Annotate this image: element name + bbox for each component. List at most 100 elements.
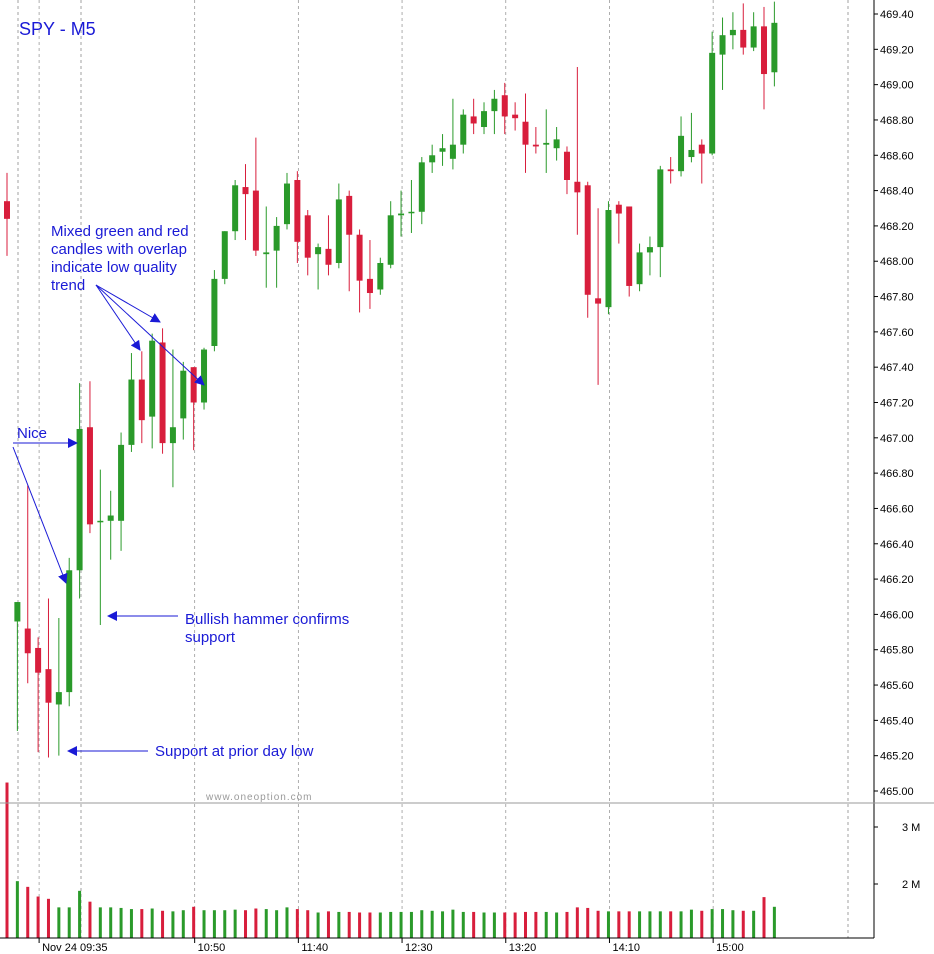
price-tick-label: 466.00 [880,609,914,621]
volume-bar [586,907,590,938]
candle-body [242,187,249,195]
candle-body [366,278,373,294]
candle-body [615,204,622,214]
annotation-arrow [12,446,68,584]
price-tick-label: 468.40 [880,186,914,198]
price-tick-label: 467.00 [880,433,914,445]
candle-body [595,298,602,304]
volume-bar [389,911,393,938]
volume-bar [544,911,548,938]
candle-body [636,252,643,285]
annotation-text: support [185,629,236,646]
price-tick-label: 469.40 [880,9,914,21]
volume-bar [78,890,82,938]
volume-bar [119,907,123,938]
volume-bar [358,912,362,938]
volume-bar [555,912,559,938]
price-tick-label: 467.40 [880,362,914,374]
candle-body [315,247,322,255]
candle-body [574,181,581,193]
volume-bar [638,911,642,938]
candle-body [750,26,757,48]
candle-body [325,248,332,265]
price-tick-label: 466.80 [880,468,914,480]
candle-body [501,95,508,117]
volume-bar [420,910,424,938]
volume-bar [109,907,113,938]
candle-body [439,148,446,152]
candle-body [232,185,239,232]
volume-bar [627,911,631,938]
candle-body [761,26,768,75]
volume-layer [5,782,776,938]
volume-bar [98,907,102,938]
price-tick-label: 469.20 [880,44,914,56]
candle-layer [4,1,778,758]
price-tick-label: 467.20 [880,398,914,410]
annotation-arrow [95,284,141,351]
candle-body [252,190,259,251]
candle-body [159,342,166,444]
volume-bar [658,911,662,938]
volume-bar [223,910,227,938]
price-tick-label: 465.00 [880,786,914,798]
volume-bar [617,911,621,938]
candle-body [553,139,560,149]
time-tick-label: 15:00 [716,942,744,954]
candle-body [729,29,736,36]
price-tick-label: 466.60 [880,503,914,515]
volume-bar [461,911,465,938]
volume-bar [368,912,372,938]
candle-body [740,29,747,48]
candle-body [709,52,716,154]
volume-bar [700,910,704,938]
candle-body [138,379,145,421]
volume-bar [451,909,455,938]
candle-body [398,213,405,216]
volume-bar [88,901,92,938]
volume-bar [741,910,745,938]
candle-body [408,211,415,214]
volume-bar [648,911,652,938]
volume-bar [5,782,9,938]
volume-bar [689,909,693,938]
price-tick-label: 466.40 [880,539,914,551]
annotation-text: Support at prior day low [155,743,314,760]
volume-bar [575,907,579,938]
candle-body [563,151,570,180]
candle-body [201,349,208,403]
volume-bar [57,907,61,938]
annotation-text: trend [51,277,85,294]
candle-body [118,444,125,521]
annotation-text: indicate low quality [51,259,177,276]
volume-bar [679,911,683,938]
volume-bar [161,910,165,938]
volume-bar [378,912,382,938]
volume-bar [399,911,403,938]
volume-bar [752,910,756,938]
volume-bar [181,910,185,938]
volume-bar [337,911,341,938]
volume-bar [15,881,19,938]
volume-bar [202,910,206,938]
annotation-text: Bullish hammer confirms [185,611,349,628]
volume-bar [26,886,30,938]
candle-body [543,142,550,145]
candle-body [211,278,218,346]
volume-bar [596,910,600,938]
annotation-text: Nice [17,425,47,442]
time-tick-label: 14:10 [612,942,640,954]
candle-body [97,520,104,523]
candle-body [55,692,62,705]
volume-bar [492,912,496,938]
annotation-arrow [95,284,205,386]
annotation-text: candles with overlap [51,241,187,258]
candle-body [86,427,93,525]
candle-body [356,234,363,281]
candle-body [377,262,384,290]
volume-bar [306,910,310,938]
volume-bar [731,910,735,938]
chart-title: SPY - M5 [19,19,96,39]
